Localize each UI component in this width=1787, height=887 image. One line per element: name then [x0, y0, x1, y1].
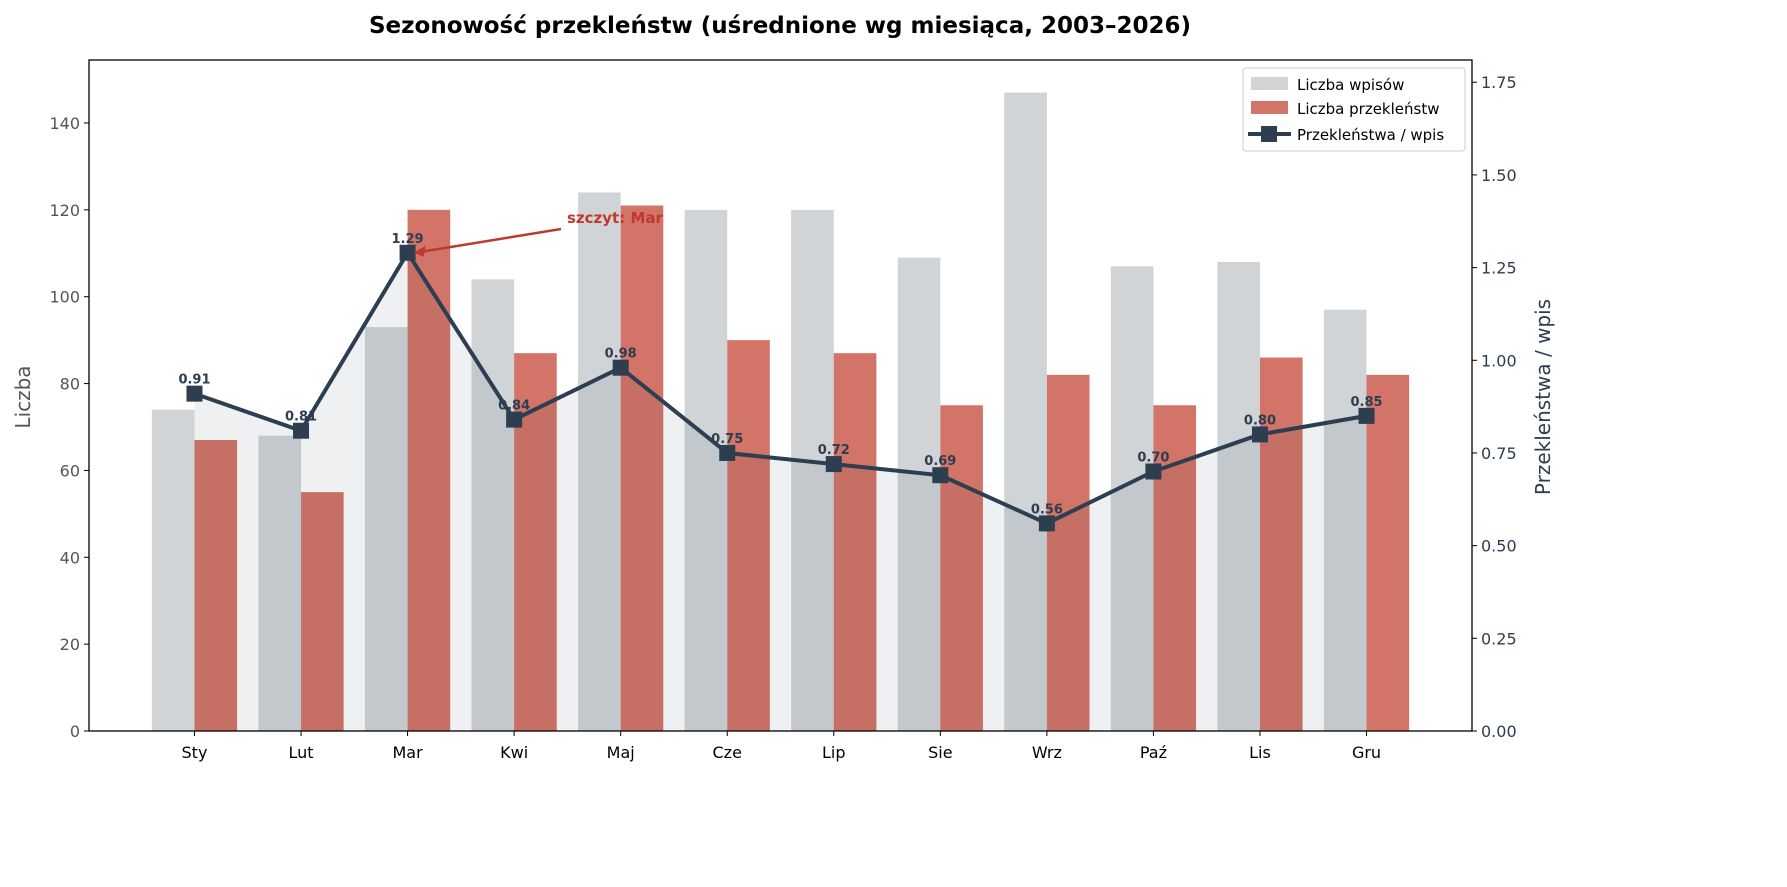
legend-swatch-curses [1251, 101, 1288, 114]
x-tick-label: Gru [1352, 743, 1381, 762]
bar-curses-Gru [1366, 374, 1410, 731]
ratio-marker-Lut [293, 422, 310, 439]
y-tick-label: 140 [49, 114, 80, 133]
ratio-label-Gru: 0.85 [1350, 395, 1382, 410]
x-tick-label: Lis [1249, 743, 1271, 762]
ratio-label-Sie: 0.69 [924, 454, 956, 469]
bar-entries-Paź [1110, 266, 1154, 731]
bar-entries-Wrz [1004, 92, 1047, 731]
y-axis-label: Liczba [11, 365, 35, 428]
x-tick-label: Kwi [500, 743, 528, 762]
x-tick-label: Lip [822, 743, 846, 762]
ratio-marker-Sty [186, 385, 203, 402]
ratio-marker-Wrz [1038, 515, 1055, 532]
x-tick-label: Lut [289, 743, 314, 762]
ratio-marker-Gru [1358, 407, 1375, 424]
bar-curses-Lip [833, 353, 877, 731]
y2-tick-label: 1.75 [1481, 73, 1517, 92]
ratio-marker-Cze [719, 444, 736, 461]
annotation-arrow [421, 227, 562, 254]
y2-tick-label: 0.75 [1481, 444, 1517, 463]
bar-entries-Sie [897, 257, 941, 731]
y-tick-label: 0 [70, 722, 80, 741]
x-tick-label: Sty [182, 743, 208, 762]
y2-tick-label: 0.50 [1481, 537, 1517, 556]
ratio-label-Lut: 0.81 [285, 410, 317, 425]
legend-label-ratio: Przekleństwa / wpis [1297, 126, 1444, 144]
ratio-marker-Kwi [506, 411, 523, 428]
legend-swatch-entries [1251, 77, 1288, 90]
legend-marker-ratio [1261, 126, 1277, 142]
ratio-label-Cze: 0.75 [711, 432, 743, 447]
bar-curses-Sty [194, 440, 238, 731]
x-tick-label: Cze [713, 743, 742, 762]
ratio-label-Lip: 0.72 [818, 443, 850, 458]
x-tick-label: Mar [392, 743, 423, 762]
bar-entries-Maj [578, 192, 621, 732]
plot-frame [88, 59, 1473, 732]
y-tick-label: 120 [49, 201, 80, 220]
y-tick-label: 60 [60, 461, 80, 480]
ratio-label-Wrz: 0.56 [1031, 502, 1063, 517]
x-tick-label: Sie [928, 743, 952, 762]
bar-entries-Lut [258, 435, 302, 731]
bar-curses-Sie [940, 405, 983, 731]
legend: Liczba wpisów Liczba przekleństw Przekle… [1242, 67, 1466, 152]
y2-tick-label: 1.50 [1481, 166, 1517, 185]
bar-curses-Lis [1259, 357, 1303, 731]
ratio-label-Paź: 0.70 [1137, 450, 1169, 465]
bar-entries-Kwi [471, 279, 515, 731]
legend-label-entries: Liczba wpisów [1297, 76, 1404, 94]
ratio-marker-Lip [825, 456, 842, 473]
bar-entries-Gru [1323, 309, 1367, 731]
legend-label-curses: Liczba przekleństw [1297, 100, 1439, 118]
y-tick-label: 40 [60, 548, 80, 567]
ratio-marker-Paź [1145, 463, 1162, 480]
ratio-area [194, 252, 1367, 731]
ratio-marker-Lis [1251, 426, 1268, 443]
ratio-label-Lis: 0.80 [1244, 413, 1276, 428]
x-tick-label: Wrz [1032, 743, 1062, 762]
annotation-text: szczyt: Mar [567, 209, 663, 227]
ratio-marker-Maj [612, 359, 629, 376]
chart-title: Sezonowość przekleństw (uśrednione wg mi… [369, 13, 1191, 39]
x-tick-label: Paź [1140, 743, 1167, 762]
y-tick-label: 20 [60, 635, 80, 654]
y2-tick-label: 0.25 [1481, 629, 1517, 648]
ratio-line [193, 250, 1367, 526]
y2-tick-label: 0.00 [1481, 722, 1517, 741]
bar-curses-Mar [407, 209, 451, 731]
bar-entries-Lis [1217, 261, 1260, 731]
bar-entries-Cze [684, 209, 728, 731]
ratio-marker-Mar [399, 244, 416, 261]
bar-entries-Mar [364, 327, 408, 731]
y2-tick-label: 1.00 [1481, 351, 1517, 370]
y-tick-label: 80 [60, 375, 80, 394]
annotation-arrowhead [413, 245, 426, 257]
y2-tick-label: 1.25 [1481, 259, 1517, 278]
bar-curses-Wrz [1046, 374, 1090, 731]
ratio-label-Maj: 0.98 [605, 347, 637, 362]
ratio-label-Kwi: 0.84 [498, 399, 530, 414]
ratio-label-Sty: 0.91 [178, 373, 210, 388]
bar-curses-Lut [301, 492, 344, 731]
bar-curses-Maj [620, 205, 664, 731]
ratio-marker-Sie [932, 467, 949, 484]
y2-axis-label: Przekleństwa / wpis [1531, 299, 1555, 495]
y-tick-label: 100 [49, 288, 80, 307]
x-tick-label: Maj [607, 743, 635, 762]
bar-entries-Sty [151, 409, 195, 731]
ratio-label-Mar: 1.29 [392, 232, 424, 247]
bar-curses-Cze [727, 340, 770, 731]
